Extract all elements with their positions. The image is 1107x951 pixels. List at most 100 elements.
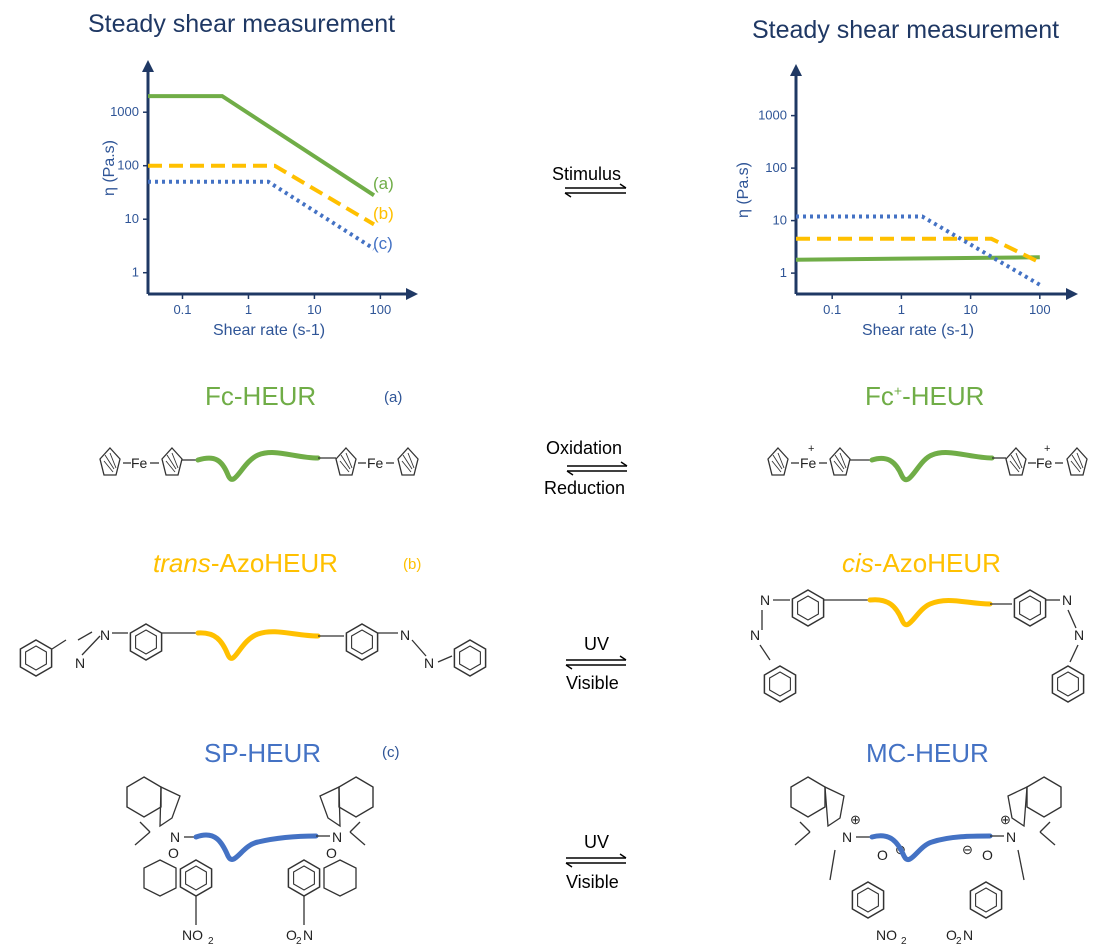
fc-plus-heur-label: Fc+-HEUR bbox=[865, 381, 984, 412]
right-chart-series-2 bbox=[796, 214, 1041, 287]
fc-plus-base: Fc bbox=[865, 381, 894, 411]
left-chart-ytick-label: 10 bbox=[125, 211, 139, 226]
azo-n2: N bbox=[100, 627, 110, 643]
fc-plus-sup: + bbox=[893, 382, 903, 399]
fc-plus-rest: -HEUR bbox=[902, 381, 985, 411]
right-xlabel-text: Shear rate (s-1) bbox=[862, 322, 975, 339]
sp-n-no2: N bbox=[303, 927, 313, 943]
cis-n3: N bbox=[1062, 592, 1072, 608]
mc-oplus-2: ⊕ bbox=[1000, 812, 1011, 827]
oxidation-label: Oxidation bbox=[546, 438, 623, 458]
mc-ominus-2: ⊖ bbox=[962, 842, 973, 857]
right-xlabel: Shear rate (s-1) bbox=[862, 322, 974, 340]
trans-rest: -AzoHEUR bbox=[210, 548, 338, 578]
trans-azoheur-structure: N N N N bbox=[19, 623, 487, 677]
fe-label-2: Fe bbox=[367, 455, 384, 471]
right-chart-title: Steady shear measurement bbox=[752, 16, 1060, 44]
fe-label-4: Fe bbox=[1036, 455, 1053, 471]
sp-o1: O bbox=[168, 845, 179, 861]
right-chart-xtick-label: 1 bbox=[898, 302, 905, 317]
azo-n3: N bbox=[400, 627, 410, 643]
azo-n4: N bbox=[424, 655, 434, 671]
sp-tag: (c) bbox=[382, 744, 400, 761]
cis-peg-chain bbox=[867, 597, 993, 628]
cis-italic: cis bbox=[842, 548, 874, 578]
right-chart-xtick-label: 10 bbox=[963, 302, 977, 317]
right-chart-x-arrowhead bbox=[1066, 288, 1078, 300]
trans-peg-chain bbox=[195, 629, 321, 661]
sp-visible-label: Visible bbox=[566, 872, 619, 892]
mc-heur-label: MC-HEUR bbox=[866, 738, 989, 768]
right-chart-ytick-label: 10 bbox=[773, 213, 787, 228]
mc-o2: O bbox=[982, 847, 993, 863]
right-chart-series-1 bbox=[796, 236, 1041, 265]
sp-sub2-1: 2 bbox=[208, 936, 214, 947]
plus-label-2: + bbox=[1044, 443, 1050, 455]
left-chart-ytick-label: 100 bbox=[117, 158, 139, 173]
mc-sub2-1: 2 bbox=[901, 936, 907, 947]
fc-plus-peg-chain bbox=[869, 450, 995, 482]
left-chart-xtick-label: 100 bbox=[370, 302, 392, 317]
left-chart-x-arrowhead bbox=[406, 288, 418, 300]
right-chart-ytick-label: 1000 bbox=[758, 108, 787, 123]
sp-heur-label: SP-HEUR bbox=[204, 738, 322, 768]
sp-o2: O bbox=[326, 845, 337, 861]
left-label-a: (a) bbox=[373, 174, 394, 193]
sp-n-left: N bbox=[170, 829, 180, 845]
sp-uv-label: UV bbox=[584, 832, 610, 852]
sp-peg-chain bbox=[193, 832, 319, 862]
right-chart-xtick-label: 100 bbox=[1029, 302, 1051, 317]
mc-n-left: N bbox=[842, 829, 852, 845]
fc-tag: (a) bbox=[384, 389, 403, 406]
azo-tag: (b) bbox=[403, 556, 422, 573]
azo-n1: N bbox=[75, 655, 85, 671]
sp-sub2-2: 2 bbox=[296, 936, 302, 947]
cis-azoheur-structure: N N N N bbox=[750, 589, 1085, 703]
left-label-b: (b) bbox=[373, 204, 394, 223]
right-chart-ytick-label: 100 bbox=[765, 160, 787, 175]
cis-n2: N bbox=[750, 627, 760, 643]
mc-o2n: O bbox=[946, 927, 957, 943]
sp-o2n: O bbox=[286, 927, 297, 943]
left-chart-series-1 bbox=[148, 163, 376, 227]
left-chart-xtick-label: 1 bbox=[245, 302, 252, 317]
mc-n-no2: N bbox=[963, 927, 973, 943]
left-chart-series-0 bbox=[148, 94, 376, 197]
trans-azoheur-label: trans-AzoHEUR bbox=[153, 548, 338, 579]
fe-label-1: Fe bbox=[131, 455, 148, 471]
right-chart-series-0 bbox=[795, 255, 1040, 262]
stimulus-label: Stimulus bbox=[552, 164, 622, 184]
cis-azoheur-label: cis-AzoHEUR bbox=[842, 548, 1001, 579]
left-xlabel: Shear rate (s-1) bbox=[213, 322, 325, 340]
fc-plus-heur-structure: Fe + Fe + bbox=[767, 443, 1088, 482]
mc-n-right: N bbox=[1006, 829, 1016, 845]
left-chart-series-2 bbox=[148, 179, 376, 251]
reduction-label: Reduction bbox=[544, 478, 626, 498]
right-chart-ytick-label: 1 bbox=[780, 265, 787, 280]
plus-label-1: + bbox=[808, 443, 814, 455]
left-chart-ytick-label: 1000 bbox=[110, 104, 139, 119]
azo-visible-label: Visible bbox=[566, 673, 619, 693]
sp-no2-1: NO bbox=[182, 927, 203, 943]
trans-italic: trans bbox=[153, 548, 211, 578]
mc-heur-structure: N ⊕ O ⊖ NO 2 N ⊕ O ⊖ O 2 N bbox=[790, 776, 1062, 947]
mc-sub2-2: 2 bbox=[956, 936, 962, 947]
left-xlabel-text: Shear rate (s-1) bbox=[213, 322, 326, 339]
sp-heur-structure: O N N NO 2 N O O 2 N bbox=[126, 776, 374, 947]
left-label-c: (c) bbox=[373, 234, 393, 253]
left-chart-ytick-label: 1 bbox=[132, 265, 139, 280]
fc-heur-label: Fc-HEUR bbox=[205, 381, 317, 411]
cis-n1: N bbox=[760, 592, 770, 608]
mc-o1: O bbox=[877, 847, 888, 863]
cis-n4: N bbox=[1074, 627, 1084, 643]
left-chart-y-arrowhead bbox=[142, 60, 154, 72]
right-chart-y-arrowhead bbox=[790, 64, 802, 76]
fc-heur-structure: Fe Fe bbox=[99, 447, 419, 482]
left-chart-title: Steady shear measurement bbox=[88, 10, 396, 38]
left-chart-xtick-label: 0.1 bbox=[173, 302, 191, 317]
